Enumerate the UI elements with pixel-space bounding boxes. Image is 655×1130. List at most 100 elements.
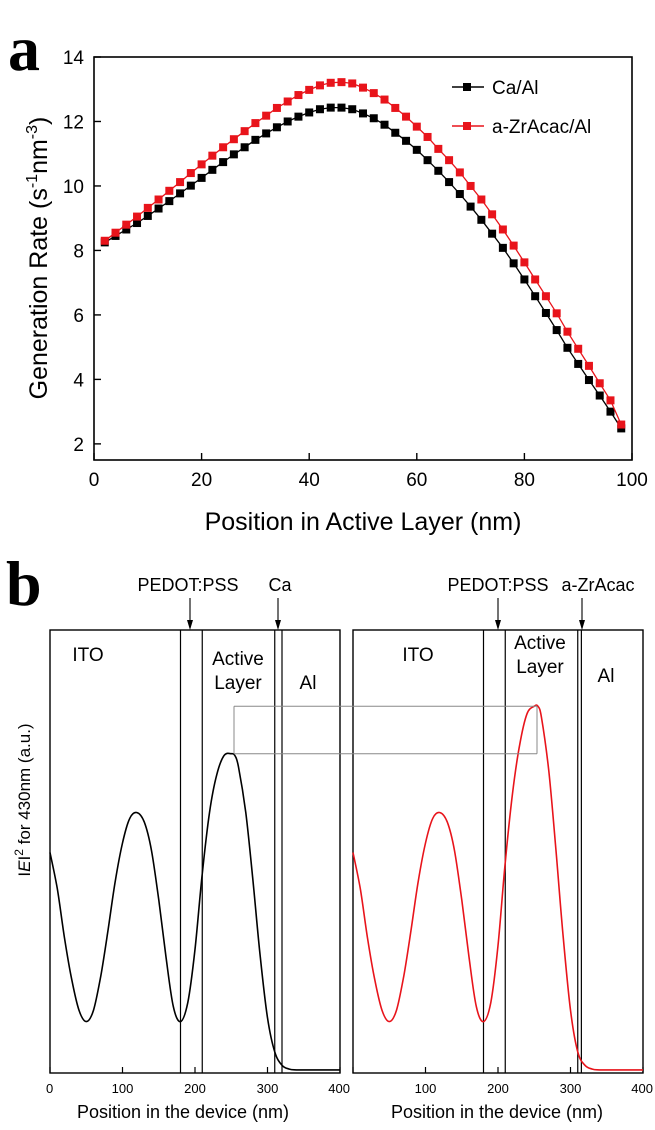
x-tick-label: 20 — [191, 470, 212, 491]
data-point — [305, 108, 314, 117]
data-point — [369, 89, 378, 98]
data-point — [176, 189, 185, 198]
field-intensity-curve — [49, 752, 340, 1071]
panel-a-x-axis-label: Position in Active Layer (nm) — [205, 508, 522, 536]
data-point — [122, 220, 131, 229]
data-point — [337, 78, 346, 87]
data-point — [262, 129, 271, 138]
data-point — [477, 195, 486, 204]
x-tick-label: 200 — [487, 1081, 509, 1096]
layer-label-al: Al — [598, 666, 615, 687]
data-point — [509, 259, 518, 268]
data-point — [251, 119, 260, 128]
panel-b-peak-comparison-guide — [233, 705, 538, 755]
data-point — [402, 112, 411, 121]
data-point — [283, 117, 292, 126]
data-point — [595, 391, 604, 400]
data-point — [574, 344, 583, 353]
x-tick-label: 40 — [299, 470, 320, 491]
data-point — [251, 135, 260, 144]
data-point — [509, 241, 518, 250]
data-point — [305, 85, 314, 94]
data-point — [412, 145, 421, 154]
data-point — [326, 103, 335, 112]
data-point — [208, 151, 217, 160]
data-point — [445, 178, 454, 187]
data-point — [488, 210, 497, 219]
data-point — [584, 376, 593, 385]
data-point — [186, 169, 195, 178]
arrow-label: a-ZrAcac — [561, 575, 634, 595]
y-tick-label: 2 — [73, 435, 84, 456]
arrow-head — [275, 620, 281, 630]
data-point — [143, 211, 152, 220]
data-point — [133, 219, 142, 228]
data-point — [359, 109, 367, 118]
panel-b-right-frame — [352, 629, 644, 1074]
data-point — [552, 309, 561, 318]
legend-marker — [463, 122, 471, 130]
data-point — [617, 420, 626, 429]
arrow-head — [579, 620, 585, 630]
panel-b-left-content: ITO Active Layer Al PEDOT:PSS Ca 0 100 200 300 400 — [46, 575, 350, 1096]
data-point — [531, 292, 540, 301]
arrow-head — [187, 620, 193, 630]
data-point — [143, 203, 152, 212]
data-point — [531, 275, 540, 284]
data-point — [154, 204, 163, 213]
panel-b-chart: ITO Active Layer Al PEDOT:PSS Ca 0 100 200 300 400… — [12, 575, 653, 1122]
data-point — [423, 156, 432, 165]
data-point — [520, 258, 529, 267]
x-tick-label: 0 — [89, 470, 100, 491]
data-point — [315, 105, 324, 114]
panel-b-y-axis-label: IEI2 for 430nm (a.u.) — [12, 723, 34, 876]
legend-label: a-ZrAcac/Al — [492, 117, 591, 138]
data-point — [574, 359, 583, 368]
data-point — [122, 225, 131, 234]
data-point — [165, 186, 174, 195]
x-tick-label: 200 — [184, 1081, 206, 1096]
data-point — [402, 136, 411, 145]
data-point — [283, 97, 292, 106]
data-point — [348, 79, 357, 88]
data-point — [154, 195, 163, 204]
data-point — [176, 178, 185, 187]
data-point — [498, 225, 507, 234]
data-point — [606, 407, 615, 416]
x-tick-label: 100 — [415, 1081, 437, 1096]
arrow-label: PEDOT:PSS — [137, 575, 238, 595]
data-point — [348, 105, 357, 114]
data-point — [455, 190, 464, 199]
data-point — [326, 78, 335, 87]
x-tick-label: 100 — [616, 470, 648, 491]
panel-b-left-frame — [49, 629, 341, 1074]
panel-a-legend: Ca/Al a-ZrAcac/Al — [452, 78, 591, 138]
y-tick-label: 6 — [73, 306, 84, 327]
panel-a-plot-frame — [93, 56, 633, 461]
data-point — [498, 243, 507, 252]
layer-label-active: Active — [212, 649, 264, 670]
panel-b-right-x-axis-label: Position in the device (nm) — [391, 1102, 603, 1122]
data-point — [466, 181, 475, 190]
data-point — [294, 91, 303, 100]
y-tick-label: 12 — [63, 112, 84, 133]
data-point — [606, 396, 615, 405]
layer-label-layer: Layer — [214, 673, 262, 694]
panel-a-series — [100, 78, 626, 433]
data-point — [563, 343, 572, 352]
x-tick-label: 400 — [328, 1081, 350, 1096]
data-point — [595, 379, 604, 388]
layer-label-ito: ITO — [72, 645, 103, 666]
data-point — [455, 168, 464, 177]
data-point — [100, 236, 109, 245]
data-point — [466, 202, 475, 211]
data-point — [434, 166, 443, 175]
y-tick-label: 8 — [73, 241, 84, 262]
panel-a-letter: a — [8, 13, 40, 84]
data-point — [412, 122, 421, 131]
data-point — [208, 165, 217, 174]
y-tick-label: 14 — [63, 48, 85, 69]
data-point — [240, 143, 249, 152]
layer-label-ito: ITO — [402, 645, 433, 666]
legend-marker — [463, 83, 471, 91]
